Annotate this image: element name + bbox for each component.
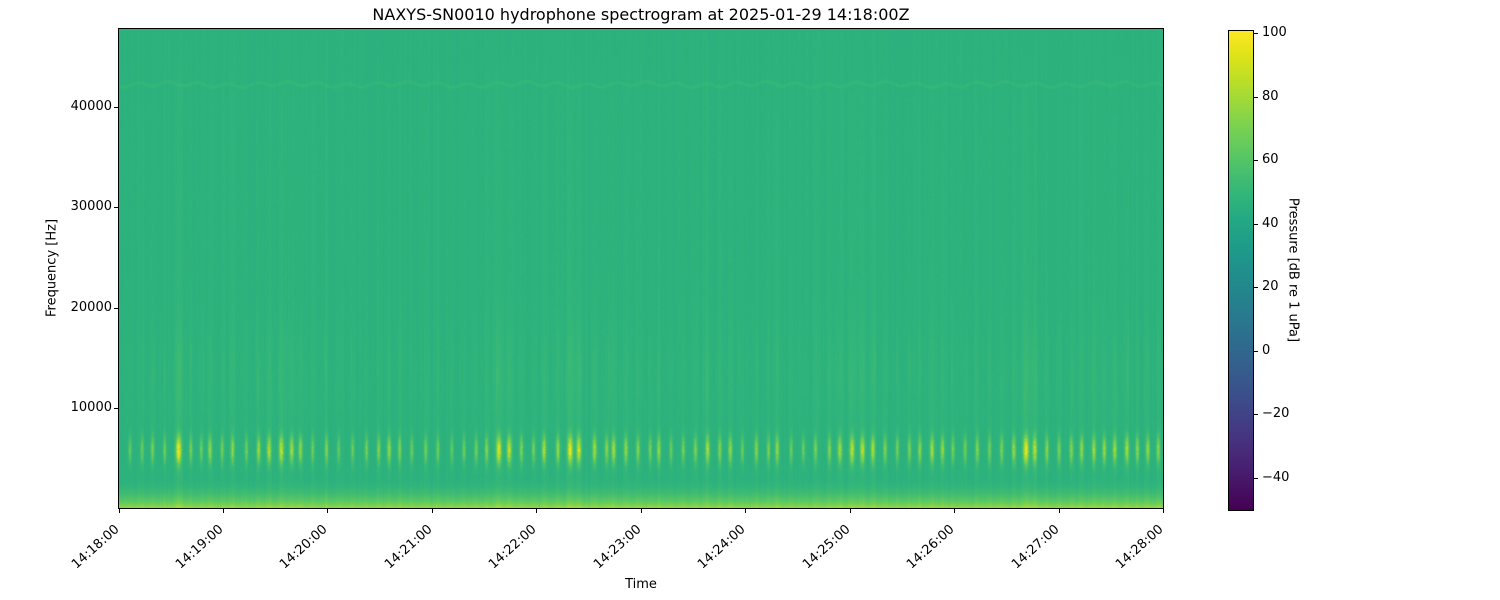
colorbar-tick-mark (1254, 287, 1258, 288)
colorbar-tick-mark (1254, 414, 1258, 415)
x-tick-mark (745, 509, 746, 513)
x-tick-label: 14:21:00 (381, 522, 436, 573)
colorbar-tick-label: 80 (1262, 89, 1279, 104)
colorbar-tick-mark (1254, 160, 1258, 161)
x-tick-mark (850, 509, 851, 513)
y-tick-mark (114, 207, 118, 208)
x-tick-label: 14:27:00 (1008, 522, 1063, 573)
x-tick-mark (119, 509, 120, 513)
y-tick-mark (114, 107, 118, 108)
y-tick-mark (114, 308, 118, 309)
y-tick-label: 10000 (70, 400, 112, 415)
x-tick-label: 14:25:00 (799, 522, 854, 573)
colorbar-tick-label: −40 (1262, 470, 1290, 485)
colorbar-tick-mark (1254, 224, 1258, 225)
colorbar-tick-mark (1254, 97, 1258, 98)
x-tick-mark (641, 509, 642, 513)
x-tick-mark (223, 509, 224, 513)
colorbar-tick-label: 60 (1262, 152, 1279, 167)
x-tick-label: 14:19:00 (172, 522, 227, 573)
y-tick-mark (114, 408, 118, 409)
plot-title: NAXYS-SN0010 hydrophone spectrogram at 2… (372, 5, 910, 24)
colorbar-tick-mark (1254, 478, 1258, 479)
spectrogram-canvas (119, 29, 1163, 508)
y-tick-label: 40000 (70, 99, 112, 114)
colorbar-tick-label: −20 (1262, 406, 1290, 421)
x-tick-label: 14:20:00 (276, 522, 331, 573)
colorbar (1228, 30, 1254, 511)
x-tick-label: 14:22:00 (485, 522, 540, 573)
colorbar-tick-label: 40 (1262, 216, 1279, 231)
colorbar-label: Pressure [dB re 1 uPa] (1285, 197, 1301, 343)
x-tick-label: 14:23:00 (590, 522, 645, 573)
colorbar-tick-label: 100 (1262, 25, 1287, 40)
x-tick-mark (536, 509, 537, 513)
colorbar-canvas (1229, 31, 1253, 510)
x-tick-mark (432, 509, 433, 513)
x-tick-mark (1059, 509, 1060, 513)
x-tick-label: 14:18:00 (68, 522, 123, 573)
x-tick-mark (1163, 509, 1164, 513)
x-tick-mark (954, 509, 955, 513)
y-tick-label: 30000 (70, 199, 112, 214)
x-axis-label: Time (625, 577, 657, 592)
y-tick-label: 20000 (70, 300, 112, 315)
colorbar-tick-label: 20 (1262, 279, 1279, 294)
x-tick-label: 14:24:00 (694, 522, 749, 573)
x-tick-label: 14:26:00 (903, 522, 958, 573)
plot-area (118, 28, 1164, 509)
x-tick-label: 14:28:00 (1112, 522, 1167, 573)
colorbar-tick-label: 0 (1262, 343, 1271, 358)
x-tick-mark (327, 509, 328, 513)
colorbar-tick-mark (1254, 33, 1258, 34)
colorbar-tick-mark (1254, 351, 1258, 352)
